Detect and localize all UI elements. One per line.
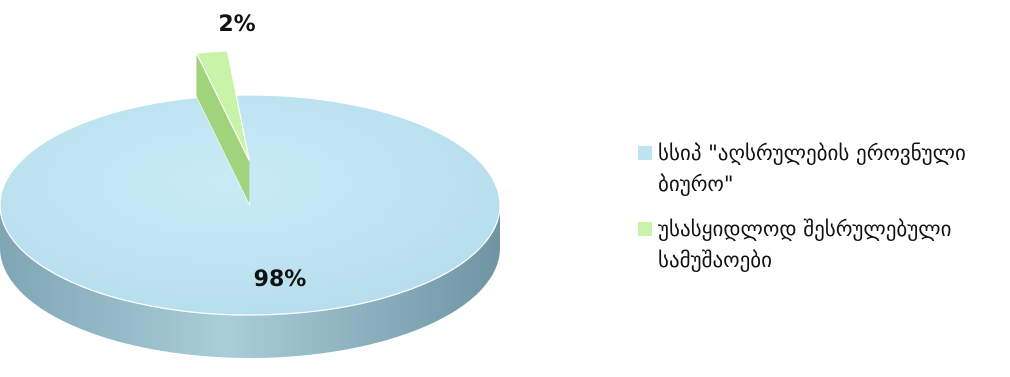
- legend-label-0: სსიპ "აღსრულების ეროვნული ბიურო": [658, 141, 966, 196]
- chart-legend: სსიპ "აღსრულების ეროვნული ბიურო" უსასყიდ…: [636, 138, 1006, 290]
- legend-item-0: სსიპ "აღსრულების ეროვნული ბიურო": [636, 138, 1006, 200]
- pie-slice-1-wall-start: [196, 52, 250, 204]
- pie-slice-0-side: [0, 205, 500, 358]
- data-label-slice-0: 98%: [254, 267, 307, 292]
- legend-item-1: უსასყიდლოდ შესრულებული სამუშაოები: [636, 214, 1006, 276]
- data-label-slice-1: 2%: [218, 12, 255, 37]
- pie-slices: [0, 50, 501, 358]
- legend-label-1: უსასყიდლოდ შესრულებული სამუშაოები: [658, 217, 952, 272]
- legend-swatch-0: [638, 146, 652, 160]
- pie-data-labels: 98% 2%: [218, 12, 306, 292]
- pie-slice-0: [0, 94, 501, 316]
- pie-slice-1: [195, 50, 250, 161]
- legend-swatch-1: [638, 222, 652, 236]
